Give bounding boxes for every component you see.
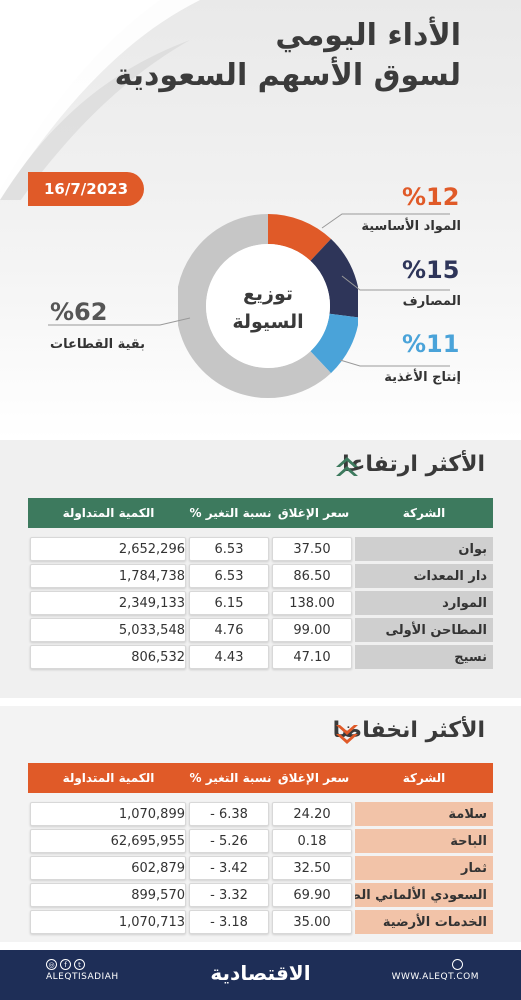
table-row: ثمار 32.50 3.42 -602,879: [28, 856, 493, 880]
segment-1-label: المواد الأساسية: [361, 219, 461, 234]
donut-segment-3: [310, 313, 358, 374]
col-change: نسبة التغير %: [189, 506, 272, 520]
traded-volume: 2,349,133: [30, 591, 186, 615]
page-title-line2: لسوق الأسهم السعودية: [114, 58, 461, 93]
traded-volume: 2,652,296: [30, 537, 186, 561]
close-price: 35.00: [272, 910, 352, 934]
table-row: سلامة 24.20 6.38 -1,070,899: [28, 802, 493, 826]
traded-volume: 1,070,899: [30, 802, 186, 826]
donut-center-line1: توزيع: [243, 283, 293, 305]
company-name: بوان: [355, 537, 493, 561]
company-name: دار المعدات: [355, 564, 493, 588]
change-percent: 6.53: [189, 564, 269, 588]
table-row: بوان 37.50 6.53 2,652,296: [28, 537, 493, 561]
company-name: سلامة: [355, 802, 493, 826]
change-percent: 3.32 -: [189, 883, 269, 907]
instagram-icon[interactable]: ◎: [46, 959, 57, 970]
company-name: الخدمات الأرضية: [355, 910, 493, 934]
donut-center: [206, 244, 330, 368]
company-name: ثمار: [355, 856, 493, 880]
traded-volume: 62,695,955: [30, 829, 186, 853]
change-percent: 6.53: [189, 537, 269, 561]
gainers-table-body: بوان 37.50 6.53 2,652,296 دار المعدات 86.50 6.…: [28, 537, 493, 672]
traded-volume: 806,532: [30, 645, 186, 669]
company-name: الموارد: [355, 591, 493, 615]
brand-logo: الاقتصادية: [210, 961, 311, 985]
donut-segment-4: [178, 214, 331, 398]
footer-bar: ◎ f t ALEQTISADIAH الاقتصادية WWW.ALEQT.…: [0, 950, 521, 1000]
segment-3-percent: %11: [402, 330, 460, 358]
close-price: 69.90: [272, 883, 352, 907]
segment-3-label: إنتاج الأغذية: [384, 370, 461, 385]
liquidity-donut-chart: توزيع السيولة: [178, 214, 358, 398]
change-percent: 6.38 -: [189, 802, 269, 826]
losers-title: الأكثر انخفاضا: [332, 718, 485, 743]
close-price: 47.10: [272, 645, 352, 669]
table-row: الموارد 138.00 6.15 2,349,133: [28, 591, 493, 615]
change-percent: 6.15: [189, 591, 269, 615]
social-icons: ◎ f t: [46, 959, 85, 970]
col-company: الشركة: [402, 506, 446, 520]
close-price: 138.00: [272, 591, 352, 615]
table-row: دار المعدات 86.50 6.53 1,784,738: [28, 564, 493, 588]
twitter-icon[interactable]: t: [74, 959, 85, 970]
change-percent: 5.26 -: [189, 829, 269, 853]
traded-volume: 899,570: [30, 883, 186, 907]
donut-segment-2: [309, 238, 358, 318]
gainers-title: الأكثر ارتفاعا: [342, 452, 485, 477]
close-price: 99.00: [272, 618, 352, 642]
facebook-icon[interactable]: f: [60, 959, 71, 970]
page-title-line1: الأداء اليومي: [275, 18, 461, 53]
close-price: 0.18: [272, 829, 352, 853]
table-row: المطاحن الأولى 99.00 4.76 5,033,548: [28, 618, 493, 642]
company-name: نسيج: [355, 645, 493, 669]
up-arrow-icon: [336, 457, 358, 476]
donut-center-line2: السيولة: [232, 311, 303, 333]
globe-icon: [452, 959, 463, 970]
table-row: الباحة 0.18 5.26 -62,695,955: [28, 829, 493, 853]
col-close: سعر الإغلاق: [277, 506, 350, 520]
close-price: 86.50: [272, 564, 352, 588]
social-handle[interactable]: ALEQTISADIAH: [46, 972, 119, 982]
close-price: 24.20: [272, 802, 352, 826]
traded-volume: 602,879: [30, 856, 186, 880]
website-link[interactable]: WWW.ALEQT.COM: [391, 972, 479, 982]
segment-4-label: بقية القطاعات: [50, 337, 146, 352]
losers-table-header: الشركة سعر الإغلاق نسبة التغير % الكمية …: [28, 763, 493, 793]
change-percent: 3.18 -: [189, 910, 269, 934]
table-row: نسيج 47.10 4.43 806,532: [28, 645, 493, 669]
down-arrow-icon: [336, 725, 358, 744]
col-volume: الكمية المتداولة: [62, 771, 155, 785]
segment-2-percent: %15: [402, 256, 460, 284]
company-name: الباحة: [355, 829, 493, 853]
change-percent: 4.43: [189, 645, 269, 669]
col-volume: الكمية المتداولة: [62, 506, 155, 520]
segment-4-percent: %62: [50, 298, 108, 326]
segment-2-label: المصارف: [402, 294, 461, 309]
col-company: الشركة: [402, 771, 446, 785]
col-change: نسبة التغير %: [189, 771, 272, 785]
gainers-table-header: الشركة سعر الإغلاق نسبة التغير % الكمية …: [28, 498, 493, 528]
leader-lines: [48, 213, 450, 367]
table-row: السعودي الألماني الصحية69.903.32 -899,57…: [28, 883, 493, 907]
segment-1-percent: %12: [402, 183, 460, 211]
company-name: السعودي الألماني الصحية: [355, 883, 493, 907]
close-price: 37.50: [272, 537, 352, 561]
traded-volume: 1,784,738: [30, 564, 186, 588]
donut-segment-1: [267, 214, 331, 262]
traded-volume: 5,033,548: [30, 618, 186, 642]
change-percent: 4.76: [189, 618, 269, 642]
close-price: 32.50: [272, 856, 352, 880]
col-close: سعر الإغلاق: [277, 771, 350, 785]
date-badge: 16/7/2023: [28, 172, 144, 206]
traded-volume: 1,070,713: [30, 910, 186, 934]
change-percent: 3.42 -: [189, 856, 269, 880]
table-row: الخدمات الأرضية 35.00 3.18 -1,070,713: [28, 910, 493, 934]
company-name: المطاحن الأولى: [355, 618, 493, 642]
losers-table-body: سلامة 24.20 6.38 -1,070,899 الباحة 0.18 5.26 …: [28, 802, 493, 937]
